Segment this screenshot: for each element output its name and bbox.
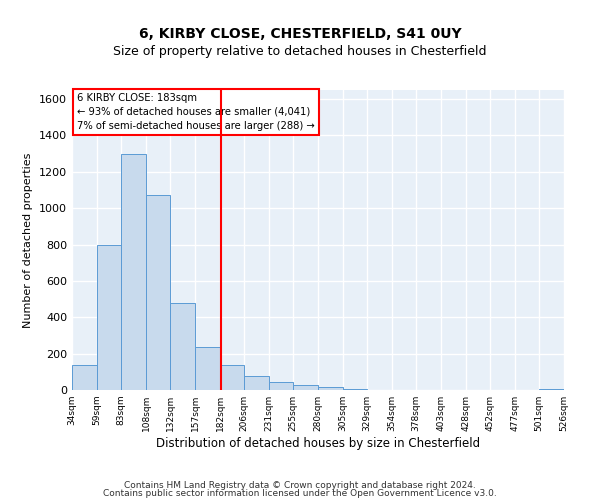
Bar (318, 388, 343, 390)
Bar (146, 194, 170, 390)
Text: Contains public sector information licensed under the Open Government Licence v3: Contains public sector information licen… (103, 490, 497, 498)
Text: 6 KIRBY CLOSE: 183sqm
← 93% of detached houses are smaller (4,041)
7% of semi-de: 6 KIRBY CLOSE: 183sqm ← 93% of detached … (77, 93, 314, 131)
Bar (121, 154, 146, 390)
Bar (97, 244, 121, 390)
Bar (539, 389, 564, 390)
Bar (170, 302, 195, 390)
Bar (72, 364, 97, 390)
Bar (343, 389, 367, 390)
Y-axis label: Number of detached properties: Number of detached properties (23, 152, 34, 328)
Bar (195, 348, 220, 390)
Text: 6, KIRBY CLOSE, CHESTERFIELD, S41 0UY: 6, KIRBY CLOSE, CHESTERFIELD, S41 0UY (139, 28, 461, 42)
Text: Size of property relative to detached houses in Chesterfield: Size of property relative to detached ho… (113, 45, 487, 58)
X-axis label: Distribution of detached houses by size in Chesterfield: Distribution of detached houses by size … (156, 437, 480, 450)
Bar (220, 364, 244, 390)
Bar (244, 376, 269, 390)
Bar (269, 382, 293, 390)
Bar (293, 386, 318, 390)
Text: Contains HM Land Registry data © Crown copyright and database right 2024.: Contains HM Land Registry data © Crown c… (124, 480, 476, 490)
